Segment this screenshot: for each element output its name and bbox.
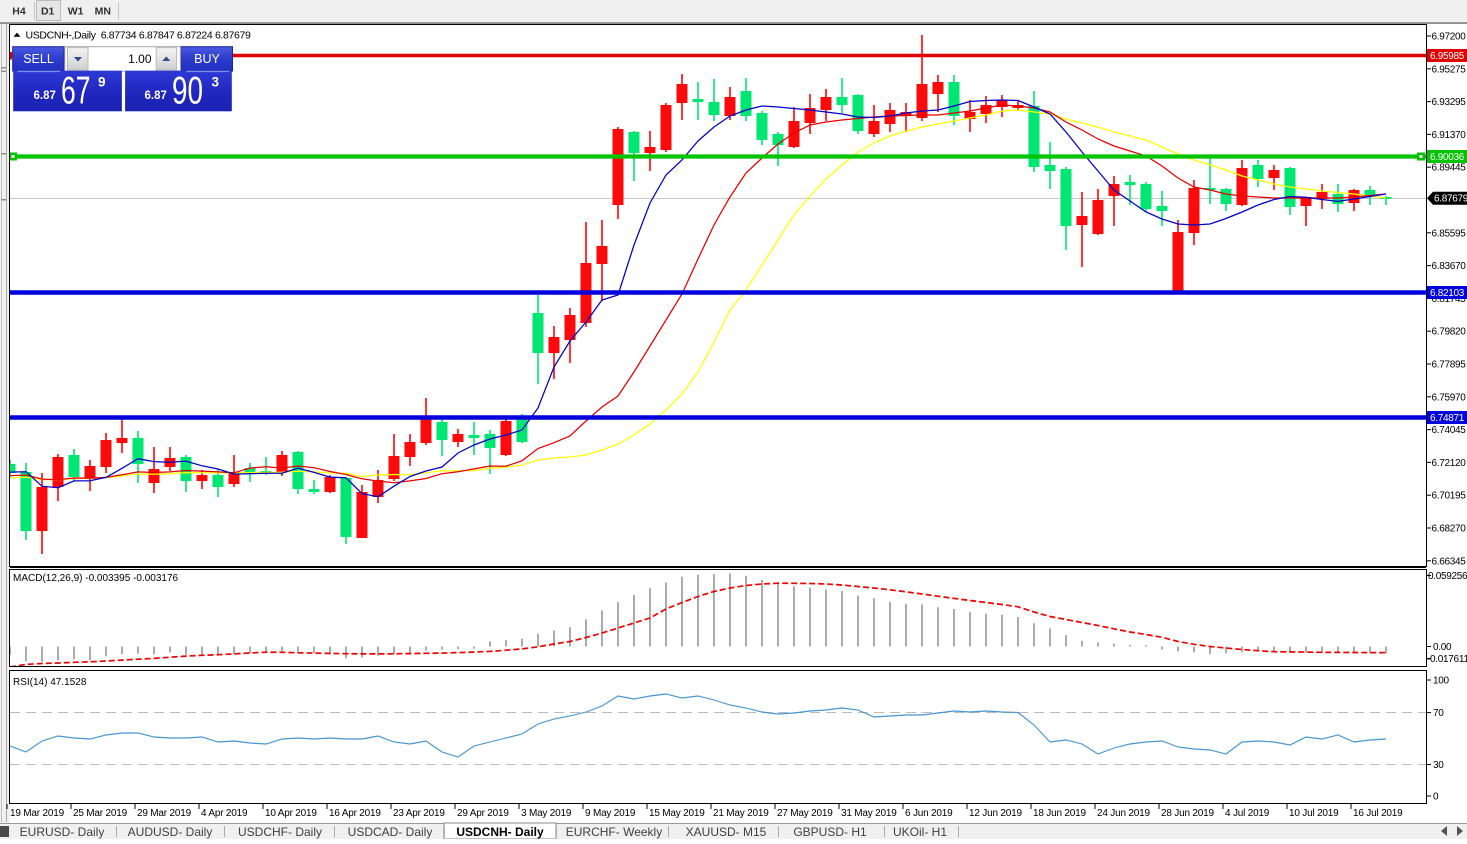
svg-text:MACD(12,26,9) -0.003395 -0.003: MACD(12,26,9) -0.003395 -0.003176 <box>13 573 179 584</box>
svg-text:1.00: 1.00 <box>128 52 152 66</box>
svg-text:6.74045: 6.74045 <box>1432 425 1467 436</box>
svg-text:9 May 2019: 9 May 2019 <box>585 808 636 819</box>
svg-text:6.97200: 6.97200 <box>1432 32 1467 43</box>
svg-text:0: 0 <box>1433 792 1439 803</box>
svg-text:4 Jul 2019: 4 Jul 2019 <box>1225 808 1270 819</box>
svg-text:27 May 2019: 27 May 2019 <box>777 808 833 819</box>
svg-text:USDCNH- Daily: USDCNH- Daily <box>456 825 544 839</box>
svg-text:-0.017611: -0.017611 <box>1427 654 1467 665</box>
svg-text:18 Jun 2019: 18 Jun 2019 <box>1033 808 1086 819</box>
svg-text:D1: D1 <box>41 5 55 17</box>
svg-text:6.83670: 6.83670 <box>1432 261 1467 272</box>
svg-text:6.77895: 6.77895 <box>1432 360 1467 371</box>
svg-text:29 Mar 2019: 29 Mar 2019 <box>137 808 192 819</box>
svg-text:USDCHF- Daily: USDCHF- Daily <box>238 825 322 839</box>
svg-text:4 Apr 2019: 4 Apr 2019 <box>201 808 248 819</box>
svg-text:6.79820: 6.79820 <box>1432 327 1467 338</box>
svg-text:29 Apr 2019: 29 Apr 2019 <box>457 808 509 819</box>
svg-text:16 Jul 2019: 16 Jul 2019 <box>1353 808 1403 819</box>
svg-text:6.95985: 6.95985 <box>1430 51 1465 62</box>
svg-text:21 May 2019: 21 May 2019 <box>713 808 769 819</box>
svg-text:6.87: 6.87 <box>145 90 167 102</box>
svg-text:100: 100 <box>1433 676 1450 687</box>
svg-text:6.68270: 6.68270 <box>1432 524 1467 535</box>
svg-text:6 Jun 2019: 6 Jun 2019 <box>905 808 953 819</box>
svg-text:31 May 2019: 31 May 2019 <box>841 808 897 819</box>
svg-text:USDCNH-,Daily 6.87734 6.87847: USDCNH-,Daily 6.87734 6.87847 6.87224 6.… <box>26 30 251 42</box>
svg-text:UKOil- H1: UKOil- H1 <box>893 825 947 839</box>
svg-text:90: 90 <box>172 70 203 113</box>
svg-text:6.70195: 6.70195 <box>1432 491 1467 502</box>
svg-text:16 Apr 2019: 16 Apr 2019 <box>329 808 381 819</box>
svg-text:XAUUSD- M15: XAUUSD- M15 <box>686 825 767 839</box>
svg-text:AUDUSD- Daily: AUDUSD- Daily <box>128 825 213 839</box>
svg-text:6.90036: 6.90036 <box>1430 152 1465 163</box>
svg-text:6.75970: 6.75970 <box>1432 392 1467 403</box>
svg-text:6.91370: 6.91370 <box>1432 130 1467 141</box>
svg-text:6.82103: 6.82103 <box>1430 288 1465 299</box>
svg-text:EURCHF- Weekly: EURCHF- Weekly <box>566 825 662 839</box>
svg-text:SELL: SELL <box>23 52 54 66</box>
svg-text:0.00: 0.00 <box>1433 642 1452 653</box>
svg-text:19 Mar 2019: 19 Mar 2019 <box>10 808 65 819</box>
svg-text:GBPUSD- H1: GBPUSD- H1 <box>793 825 867 839</box>
svg-text:70: 70 <box>1433 708 1444 719</box>
svg-text:12 Jun 2019: 12 Jun 2019 <box>969 808 1022 819</box>
svg-text:W1: W1 <box>68 5 84 17</box>
svg-text:6.93295: 6.93295 <box>1432 97 1467 108</box>
svg-text:3 May 2019: 3 May 2019 <box>521 808 572 819</box>
svg-text:9: 9 <box>98 75 106 90</box>
svg-text:10 Jul 2019: 10 Jul 2019 <box>1289 808 1339 819</box>
svg-text:6.87: 6.87 <box>34 90 56 102</box>
svg-text:6.81745: 6.81745 <box>1432 294 1467 305</box>
svg-text:3: 3 <box>212 75 220 90</box>
svg-text:15 May 2019: 15 May 2019 <box>649 808 705 819</box>
svg-text:6.95275: 6.95275 <box>1432 64 1467 75</box>
svg-text:EURUSD- Daily: EURUSD- Daily <box>20 825 105 839</box>
svg-text:RSI(14) 47.1528: RSI(14) 47.1528 <box>13 677 87 688</box>
svg-text:30: 30 <box>1433 760 1444 771</box>
svg-text:6.87679: 6.87679 <box>1434 194 1467 205</box>
svg-text:H4: H4 <box>12 5 26 17</box>
svg-text:USDCAD- Daily: USDCAD- Daily <box>348 825 433 839</box>
svg-text:6.89445: 6.89445 <box>1432 163 1467 174</box>
svg-text:23 Apr 2019: 23 Apr 2019 <box>393 808 445 819</box>
svg-text:0.059256: 0.059256 <box>1428 571 1467 582</box>
svg-text:BUY: BUY <box>194 52 220 66</box>
svg-text:MN: MN <box>95 5 111 17</box>
svg-text:25 Mar 2019: 25 Mar 2019 <box>73 808 128 819</box>
svg-text:6.74871: 6.74871 <box>1430 413 1465 424</box>
svg-text:6.66345: 6.66345 <box>1432 556 1467 567</box>
svg-text:67: 67 <box>61 70 91 113</box>
svg-text:6.72120: 6.72120 <box>1432 458 1467 469</box>
svg-text:24 Jun 2019: 24 Jun 2019 <box>1097 808 1150 819</box>
svg-text:10 Apr 2019: 10 Apr 2019 <box>265 808 317 819</box>
svg-text:6.85595: 6.85595 <box>1432 228 1467 239</box>
svg-text:28 Jun 2019: 28 Jun 2019 <box>1161 808 1214 819</box>
